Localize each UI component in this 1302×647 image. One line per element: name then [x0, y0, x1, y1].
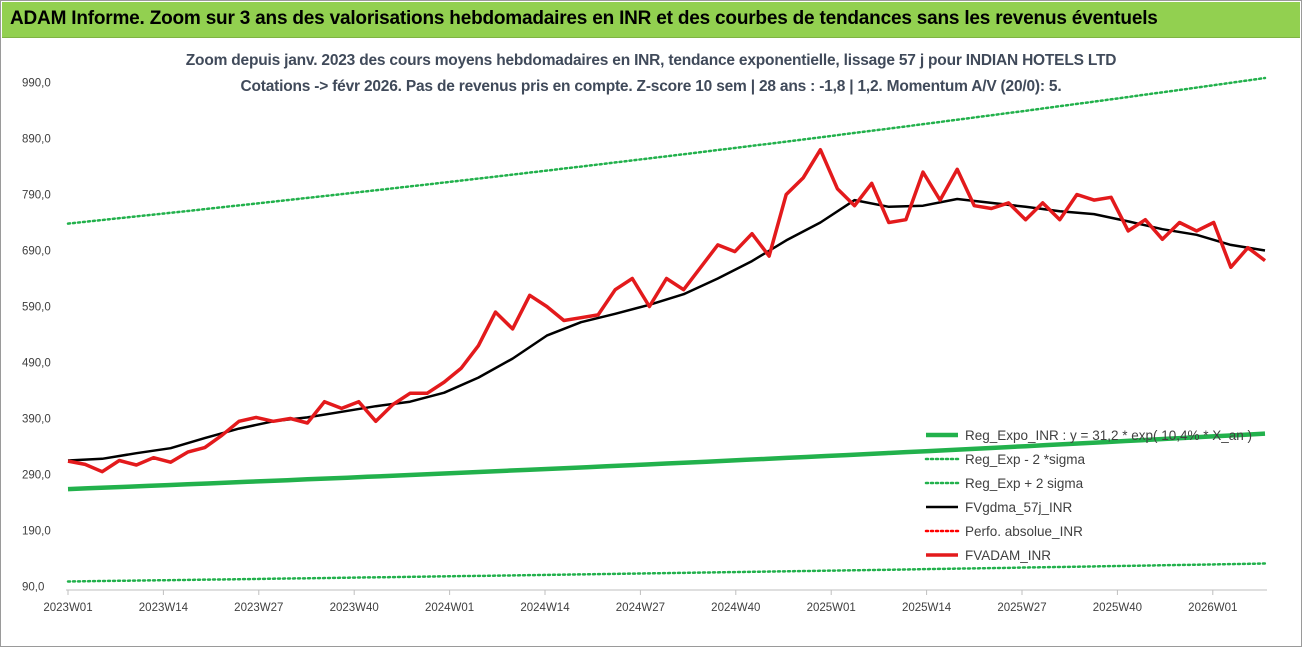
series-line-5 — [67, 147, 1267, 474]
x-tick-label: 2023W14 — [139, 602, 189, 614]
x-tick-label: 2023W01 — [43, 602, 92, 614]
legend-label: Reg_Exp - 2 *sigma — [965, 452, 1086, 467]
y-tick-label: 390,0 — [22, 414, 51, 426]
series-line-0 — [67, 431, 1266, 492]
chart-subtitle: Cotations -> févr 2026. Pas de revenus p… — [240, 78, 1062, 95]
y-tick-label: 690,0 — [22, 246, 51, 258]
y-tick-label: 890,0 — [22, 134, 51, 146]
x-tick-label: 2023W40 — [330, 602, 379, 614]
y-tick-label: 90,0 — [22, 582, 44, 594]
chart-title: Zoom depuis janv. 2023 des cours moyens … — [185, 52, 1117, 69]
x-tick-label: 2024W14 — [520, 602, 570, 614]
legend-label: FVADAM_INR — [965, 548, 1051, 563]
x-tick-label: 2025W14 — [902, 602, 952, 614]
report-banner: ADAM Informe. Zoom sur 3 ans des valoris… — [2, 2, 1300, 38]
y-tick-label: 590,0 — [22, 302, 51, 314]
chart-legend: Reg_Expo_INR : y = 31,2 * exp( 10,4% * X… — [924, 428, 1252, 563]
y-tick-label: 290,0 — [22, 470, 51, 482]
legend-label: Reg_Exp + 2 sigma — [965, 476, 1084, 491]
series-line-1 — [66, 562, 1267, 583]
series-line-3 — [67, 197, 1266, 462]
x-tick-label: 2024W40 — [711, 602, 760, 614]
legend-label: FVgdma_57j_INR — [965, 500, 1073, 515]
y-tick-label: 490,0 — [22, 358, 51, 370]
x-tick-label: 2025W01 — [807, 602, 856, 614]
x-tick-label: 2024W27 — [616, 602, 665, 614]
x-tick-label: 2024W01 — [425, 602, 474, 614]
x-tick-label: 2023W27 — [234, 602, 283, 614]
x-tick-label: 2025W27 — [997, 602, 1046, 614]
legend-label: Reg_Expo_INR : y = 31,2 * exp( 10,4% * X… — [965, 428, 1252, 443]
y-tick-label: 190,0 — [22, 526, 51, 538]
series-line-2 — [66, 76, 1267, 225]
x-tick-label: 2025W40 — [1093, 602, 1142, 614]
report-title: ADAM Informe. Zoom sur 3 ans des valoris… — [10, 8, 1158, 29]
y-tick-label: 990,0 — [22, 78, 51, 90]
chart-series — [66, 76, 1267, 583]
y-tick-label: 790,0 — [22, 190, 51, 202]
legend-label: Perfo. absolue_INR — [965, 524, 1083, 539]
x-tick-label: 2026W01 — [1188, 602, 1237, 614]
chart-axes: 990,0 890,0 790,0 690,0 590,0 490,0 390,0 290,0… — [22, 78, 1267, 614]
